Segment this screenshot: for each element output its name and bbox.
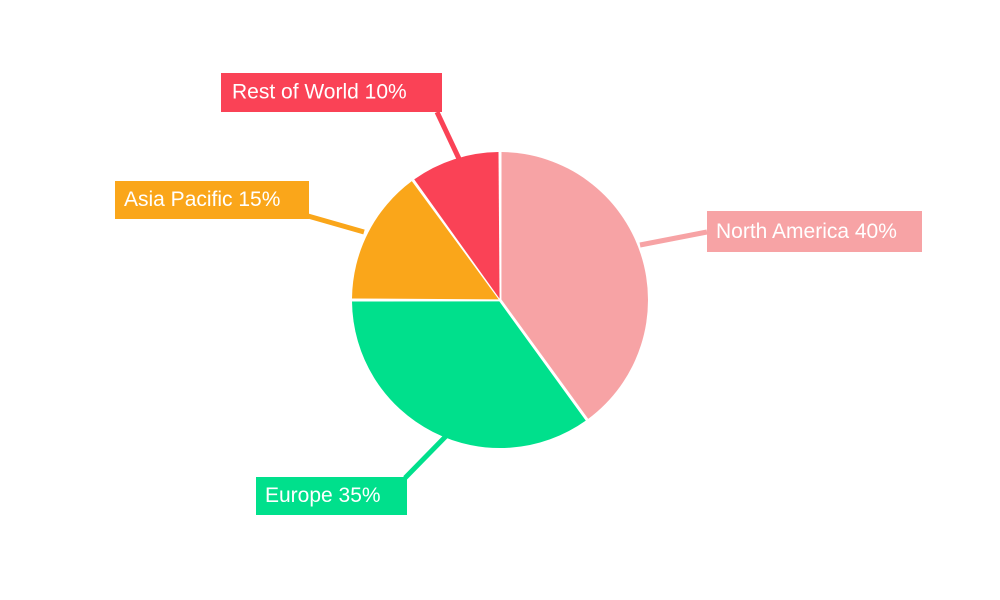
pie-slice-north-america[interactable] xyxy=(501,152,648,419)
leader-line-asia-pacific xyxy=(307,213,365,235)
pie-label-rest-of-world-text: Rest of World 10% xyxy=(232,81,407,104)
pie-slices xyxy=(352,152,648,448)
pie-label-north-america-box xyxy=(707,211,922,252)
pie-label-europe-text: Europe 35% xyxy=(265,484,381,507)
pie-slice-europe[interactable] xyxy=(352,301,586,448)
pie-label-asia-pacific-text: Asia Pacific 15% xyxy=(124,188,280,211)
pie-label-north-america-text: North America 40% xyxy=(716,220,897,243)
leader-lines xyxy=(307,110,708,480)
leader-line-north-america xyxy=(639,229,708,248)
leader-line-europe xyxy=(403,430,452,480)
pie-label-europe-box xyxy=(256,477,407,515)
pie-label-rest-of-world-box xyxy=(221,73,442,112)
pie-labels: North America 40% Europe 35% Asia Pacifi… xyxy=(115,73,922,515)
pie-slice-asia-pacific[interactable] xyxy=(352,181,499,300)
pie-label-europe[interactable]: Europe 35% xyxy=(256,477,407,515)
pie-slice-rest-of-world[interactable] xyxy=(414,152,500,299)
leader-line-rest-of-world xyxy=(434,110,464,165)
pie-label-asia-pacific-box xyxy=(115,181,309,219)
pie-label-asia-pacific[interactable]: Asia Pacific 15% xyxy=(115,181,309,219)
pie-label-rest-of-world[interactable]: Rest of World 10% xyxy=(221,73,442,112)
pie-label-north-america[interactable]: North America 40% xyxy=(707,211,922,252)
